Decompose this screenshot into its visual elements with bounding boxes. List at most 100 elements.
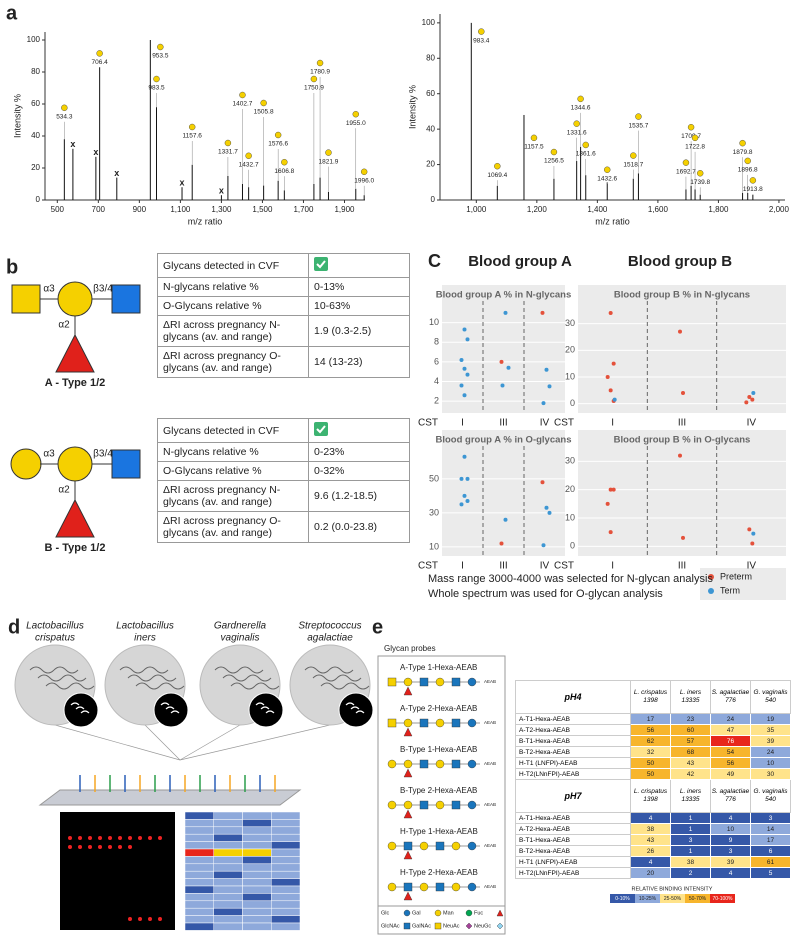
heat-cell: 6 — [750, 845, 791, 857]
x-tick-label: III — [499, 418, 507, 429]
heat-cell — [184, 856, 214, 865]
glycan-symbol — [387, 800, 397, 810]
glycan-icon — [604, 166, 611, 173]
caption: A - Type 1/2 — [45, 377, 106, 389]
glycan-symbol — [451, 882, 461, 892]
heat-cell — [271, 900, 301, 909]
heat-cell: 1 — [670, 823, 711, 835]
legend-swatch — [708, 588, 714, 594]
spot — [88, 836, 92, 840]
glycan-icon — [691, 134, 699, 142]
point — [503, 310, 508, 315]
point — [544, 505, 549, 510]
heat-cell — [271, 841, 301, 850]
legend-bin-label: 10-25% — [639, 896, 657, 902]
glycan-icon — [281, 158, 288, 166]
data-row: B-T1-Hexa-AEAB 43 3 9 17 — [515, 834, 791, 846]
heat-cell — [184, 863, 214, 872]
heat-cell — [242, 863, 272, 872]
x-tick-label: III — [499, 561, 507, 572]
spot — [98, 845, 102, 849]
y-tick-label: 2 — [434, 396, 439, 406]
y-tick-label: 20 — [31, 163, 40, 172]
linkage: α3 — [43, 449, 55, 460]
heat-cell: 39 — [750, 735, 791, 747]
row-value: 0-32% — [308, 461, 410, 481]
cell — [260, 706, 270, 710]
point — [462, 327, 467, 332]
glycan-icon — [635, 113, 642, 120]
column-header: L. crispatus 1398 — [630, 779, 671, 813]
glycan-symbol — [467, 718, 477, 728]
heat-cell — [242, 841, 272, 850]
peak-label: 1722.8 — [685, 144, 705, 151]
heat-cell: 50 — [630, 757, 671, 769]
cell — [336, 674, 362, 682]
peak-label: 1432.7 — [239, 162, 259, 169]
spot — [138, 836, 142, 840]
heat-cell: 9 — [710, 834, 751, 846]
heat-cell: 17 — [630, 713, 671, 725]
glycan-symbol — [419, 841, 429, 851]
glycan-icon — [96, 50, 103, 57]
peak-label: 1576.6 — [268, 141, 288, 148]
point — [500, 383, 505, 388]
x-tick-label: 1,200 — [527, 205, 548, 214]
point — [747, 527, 752, 532]
point — [750, 397, 755, 402]
header-row: pH7 L. crispatus 1398 L. iners 13335 S. aga… — [515, 779, 791, 813]
header-row: pH4 L. crispatus 1398 L. iners 13335 S. aga… — [515, 680, 791, 714]
cell — [328, 666, 354, 674]
y-axis-label: Intensity % — [12, 94, 22, 138]
heat-cell — [242, 885, 272, 894]
glycan-icon — [687, 124, 695, 131]
row-name: A-T2-Hexa-AEAB — [515, 823, 631, 835]
linkage: β3/4 — [93, 284, 113, 295]
cell — [345, 702, 355, 706]
heat-cell — [184, 833, 214, 842]
cell — [127, 674, 153, 682]
glycan-icon — [749, 177, 757, 184]
data-row: A-T1-Hexa-AEAB 17 23 24 19 — [515, 713, 791, 725]
spot — [118, 836, 122, 840]
fluorescence-inset — [248, 692, 284, 728]
point — [462, 393, 467, 398]
spot — [148, 836, 152, 840]
x-axis-label: CST — [418, 561, 438, 572]
probe-tag: AEAB — [484, 884, 496, 889]
heat-cell — [184, 893, 214, 902]
peak-label: 983.4 — [473, 37, 490, 44]
linkage: β3/4 — [93, 449, 113, 460]
heat-cell — [184, 915, 214, 924]
heat-cell — [242, 826, 272, 835]
peak-label: 1821.9 — [319, 158, 339, 165]
y-tick-label: 0 — [570, 398, 575, 408]
organism-name: Streptococcus — [298, 621, 361, 632]
gal — [57, 446, 93, 482]
point — [465, 499, 470, 503]
data-row: H-T1 (LNFPI)-AEAB 4 38 39 61 — [515, 856, 791, 868]
point — [611, 487, 616, 492]
check-cell — [308, 253, 410, 278]
column-header: L. crispatus 1398 — [630, 680, 671, 714]
heat-cell — [184, 885, 214, 894]
organism-name: Lactobacillus — [26, 621, 84, 632]
y-tick-label: 100 — [422, 18, 436, 27]
cell — [255, 702, 265, 706]
heat-cell — [271, 863, 301, 872]
table-row: ΔRI across pregnancy O-glycans (av. and … — [157, 346, 410, 378]
probes-title: Glycan probes — [384, 644, 436, 653]
glycan-symbol — [403, 677, 413, 687]
probe-name: A-Type 2-Hexa-AEAB — [400, 704, 477, 713]
cell — [75, 706, 85, 710]
heat-cell: 43 — [670, 757, 711, 769]
symbol-name: Gal — [412, 910, 421, 916]
row-name: B-T2-Hexa-AEAB — [515, 746, 631, 758]
point — [744, 400, 749, 405]
y-tick-label: 40 — [31, 131, 40, 140]
y-tick-label: 50 — [429, 473, 439, 483]
x-tick-label: III — [678, 418, 686, 429]
heat-cell — [213, 922, 243, 931]
column-header: G. vaginalis 540 — [750, 680, 791, 714]
peak-label: 1535.7 — [628, 122, 648, 129]
